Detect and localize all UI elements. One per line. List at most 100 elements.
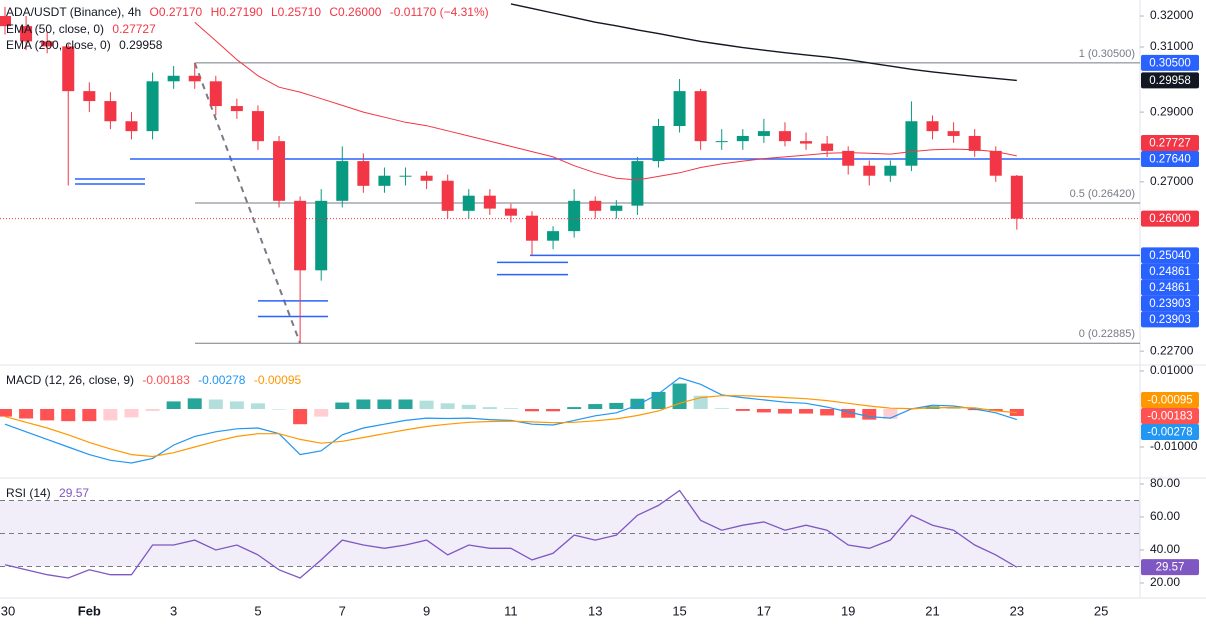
price-label: 0.26000 [1149, 213, 1191, 225]
price-label: -0.00183 [1147, 410, 1192, 422]
candle-body [1010, 175, 1023, 219]
price-label: 0.29958 [1149, 75, 1191, 87]
candle-body [230, 106, 243, 112]
rsi-legend: RSI (14) 29.57 [6, 485, 94, 502]
y-tick-label: 60.00 [1150, 509, 1180, 523]
macd-line [4, 395, 1017, 458]
indicator-value: 0.27727 [112, 21, 156, 36]
candle-body [652, 126, 665, 162]
candle-body [462, 195, 475, 211]
histogram-bar [946, 407, 961, 409]
price-legend: ADA/USDT (Binance), 4h O0.27170 H0.27190… [6, 4, 494, 54]
histogram-bar [145, 408, 160, 411]
x-tick-label: 13 [588, 603, 602, 618]
candle-body [610, 205, 623, 211]
candle-body [357, 161, 370, 186]
histogram-bar [40, 408, 55, 421]
indicator-value: -0.00095 [253, 373, 302, 387]
histogram-bar [440, 403, 455, 409]
histogram-bar [166, 401, 181, 409]
candle-body [589, 200, 602, 211]
histogram-bar [841, 408, 856, 418]
candle-body [441, 180, 454, 211]
histogram-bar [588, 404, 603, 409]
candle-body [631, 161, 644, 206]
histogram-bar [546, 408, 561, 412]
y-tick-label: 0.29000 [1150, 104, 1194, 118]
x-tick-label: 21 [925, 603, 939, 618]
candle-body [884, 165, 897, 176]
ohlc-label: C0.26000 [329, 5, 382, 19]
macd-line [4, 377, 1017, 464]
x-tick-label: 17 [757, 603, 771, 618]
x-tick-label: 5 [254, 603, 261, 618]
histogram-bar [61, 408, 76, 422]
indicator-name: EMA (200, close, 0) [6, 38, 111, 52]
indicator-name: RSI (14) [6, 486, 51, 500]
histogram-bar [377, 399, 392, 409]
macd-legend: MACD (12, 26, close, 9) -0.00183 -0.0027… [6, 372, 306, 389]
candle-body [420, 175, 433, 181]
ohlc-label: -0.01170 (−4.31%) [389, 5, 489, 19]
candle-body [315, 200, 328, 271]
histogram-bar [356, 399, 371, 409]
legend-row: EMA (50, close, 0) 0.27727 [6, 21, 494, 38]
fib-trend-line [193, 62, 302, 344]
x-tick-label: 19 [841, 603, 855, 618]
price-label-box [1141, 54, 1199, 71]
histogram-bar [82, 408, 97, 422]
histogram-bar [229, 401, 244, 409]
rsi-line [4, 489, 1018, 579]
ohlc-label: O0.27170 [149, 5, 203, 19]
candle-body [842, 150, 855, 166]
y-tick-label: 0.27000 [1150, 174, 1194, 188]
price-label: -0.00095 [1147, 394, 1192, 406]
candle-body [905, 121, 918, 166]
histogram-bar [124, 408, 139, 418]
ema-line [510, 3, 1017, 82]
x-tick-label: 15 [672, 603, 686, 618]
candle-body [20, 26, 33, 42]
histogram-bar [208, 399, 223, 409]
y-tick-label: 0.22700 [1150, 343, 1194, 357]
histogram-bar [503, 408, 518, 409]
histogram-bar [777, 408, 792, 414]
symbol-title: ADA/USDT (Binance), 4h [6, 5, 142, 19]
candle-body [483, 195, 496, 209]
candle-body [125, 121, 138, 132]
price-label: 0.27727 [1149, 138, 1191, 150]
price-label: 0.25040 [1149, 250, 1191, 262]
legend-row: EMA (200, close, 0) 0.29958 [6, 37, 494, 54]
candle-body [526, 215, 538, 241]
candle-body [568, 200, 581, 232]
indicator-name: EMA (50, close, 0) [6, 21, 105, 36]
candle-body [673, 91, 686, 127]
price-label-box [1141, 423, 1199, 440]
price-label-box [1141, 391, 1199, 408]
histogram-bar [335, 402, 350, 409]
candle-body [294, 200, 307, 271]
price-label: 0.24861 [1149, 266, 1191, 278]
histogram-bar [799, 408, 814, 414]
price-label-box [1141, 263, 1199, 280]
candle-body [188, 75, 201, 82]
price-label-box [1141, 311, 1199, 328]
candle-body [736, 135, 749, 142]
candle-body [104, 101, 117, 122]
histogram-bar [187, 398, 202, 409]
histogram-bar [630, 398, 645, 409]
histogram-bar [461, 404, 476, 409]
ohlc-label: H0.27190 [210, 5, 263, 19]
histogram-bar [19, 408, 34, 419]
indicator-value: -0.00278 [198, 373, 246, 387]
y-tick-label: 0.01000 [1150, 363, 1194, 377]
y-tick-label: 0.32000 [1150, 8, 1194, 22]
histogram-bar [103, 408, 118, 421]
candle-body [968, 135, 981, 151]
y-tick-label: -0.01000 [1150, 439, 1198, 453]
candle-body [336, 161, 349, 201]
candle-body [715, 141, 728, 143]
histogram-bar [0, 408, 12, 417]
x-tick-label: 25 [1094, 603, 1108, 618]
